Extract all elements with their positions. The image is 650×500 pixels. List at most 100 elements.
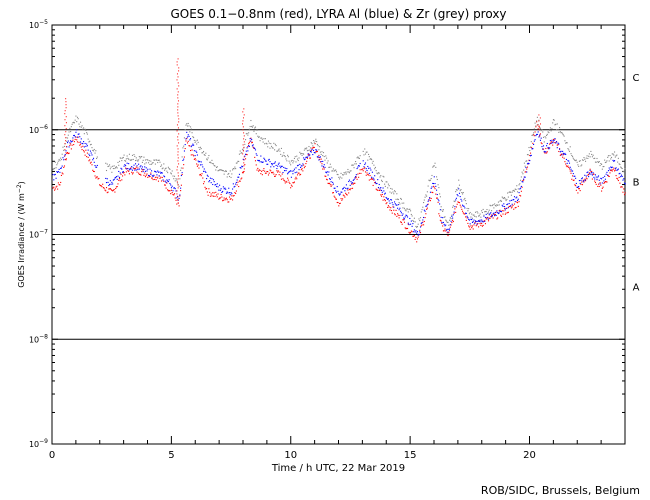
data-point bbox=[56, 185, 58, 187]
data-point bbox=[152, 162, 154, 164]
data-point bbox=[609, 172, 611, 174]
data-point bbox=[145, 162, 147, 164]
data-point bbox=[270, 172, 273, 174]
data-point bbox=[222, 170, 224, 172]
data-point bbox=[95, 150, 97, 152]
data-point bbox=[289, 162, 291, 164]
data-point bbox=[254, 126, 257, 128]
data-point bbox=[136, 165, 138, 167]
data-point bbox=[176, 197, 178, 199]
data-point bbox=[199, 160, 201, 163]
data-point bbox=[584, 179, 587, 181]
data-point bbox=[340, 172, 342, 174]
data-point bbox=[502, 197, 504, 199]
data-point bbox=[324, 166, 326, 168]
data-point bbox=[86, 133, 88, 135]
data-point bbox=[206, 174, 208, 176]
data-point bbox=[624, 168, 626, 170]
data-point bbox=[585, 177, 587, 179]
data-point bbox=[460, 198, 462, 200]
data-point bbox=[469, 223, 471, 225]
data-point bbox=[399, 203, 401, 205]
data-point bbox=[368, 167, 370, 169]
data-point bbox=[184, 148, 186, 150]
data-point bbox=[533, 128, 535, 130]
data-point bbox=[313, 146, 315, 148]
data-point bbox=[154, 178, 156, 180]
x-tick-label: 5 bbox=[168, 450, 174, 461]
data-point bbox=[227, 201, 229, 203]
data-point bbox=[410, 210, 412, 212]
data-point bbox=[438, 200, 440, 202]
data-point bbox=[417, 236, 419, 238]
spike-point bbox=[178, 142, 180, 144]
data-point bbox=[495, 211, 497, 213]
data-point bbox=[396, 204, 398, 206]
data-point bbox=[270, 170, 272, 172]
data-point bbox=[403, 221, 406, 223]
data-point bbox=[305, 156, 307, 158]
data-point bbox=[359, 155, 361, 157]
data-point bbox=[171, 185, 173, 187]
data-point bbox=[559, 154, 561, 156]
data-point bbox=[540, 137, 542, 139]
data-point bbox=[173, 194, 175, 196]
data-point bbox=[486, 208, 488, 211]
data-point bbox=[439, 203, 441, 205]
spike-point bbox=[176, 88, 178, 90]
data-point bbox=[395, 209, 397, 211]
data-point bbox=[524, 165, 526, 167]
data-point bbox=[280, 147, 283, 149]
data-point bbox=[374, 181, 376, 183]
data-point bbox=[331, 177, 333, 179]
data-point bbox=[247, 134, 249, 136]
data-point bbox=[186, 136, 189, 138]
data-point bbox=[309, 157, 311, 159]
data-point bbox=[389, 202, 391, 204]
data-point bbox=[202, 150, 205, 153]
data-point bbox=[350, 181, 352, 183]
data-point bbox=[212, 162, 214, 165]
data-point bbox=[282, 171, 284, 174]
data-point bbox=[195, 140, 197, 142]
data-point bbox=[238, 180, 240, 182]
data-point bbox=[80, 138, 82, 140]
data-point bbox=[510, 191, 512, 193]
data-point bbox=[153, 159, 155, 161]
data-point bbox=[269, 147, 271, 149]
data-point bbox=[298, 172, 300, 174]
data-point bbox=[196, 139, 198, 141]
data-point bbox=[416, 226, 418, 228]
data-point bbox=[277, 170, 279, 172]
data-point bbox=[314, 140, 316, 142]
data-point bbox=[201, 173, 203, 175]
data-point bbox=[516, 199, 519, 202]
data-point bbox=[562, 156, 564, 158]
data-point bbox=[69, 142, 71, 144]
data-point bbox=[476, 224, 478, 226]
data-point bbox=[380, 195, 383, 197]
data-point bbox=[523, 162, 525, 164]
data-point bbox=[316, 143, 318, 146]
data-point bbox=[285, 158, 287, 160]
data-point bbox=[568, 150, 571, 152]
spike-point bbox=[65, 140, 67, 142]
data-point bbox=[231, 173, 233, 175]
data-point bbox=[494, 215, 496, 217]
data-point bbox=[546, 134, 548, 137]
data-point bbox=[327, 182, 329, 184]
data-point bbox=[224, 199, 226, 201]
data-point bbox=[319, 156, 321, 158]
data-point bbox=[128, 169, 130, 171]
data-point bbox=[515, 206, 517, 209]
data-point bbox=[60, 181, 62, 183]
data-point bbox=[534, 139, 536, 141]
data-point bbox=[493, 213, 495, 215]
data-point bbox=[210, 193, 212, 195]
data-point bbox=[348, 172, 351, 174]
data-point bbox=[92, 149, 94, 151]
data-point bbox=[266, 163, 268, 165]
data-point bbox=[297, 164, 299, 166]
data-point bbox=[542, 145, 545, 147]
data-point bbox=[215, 166, 218, 168]
